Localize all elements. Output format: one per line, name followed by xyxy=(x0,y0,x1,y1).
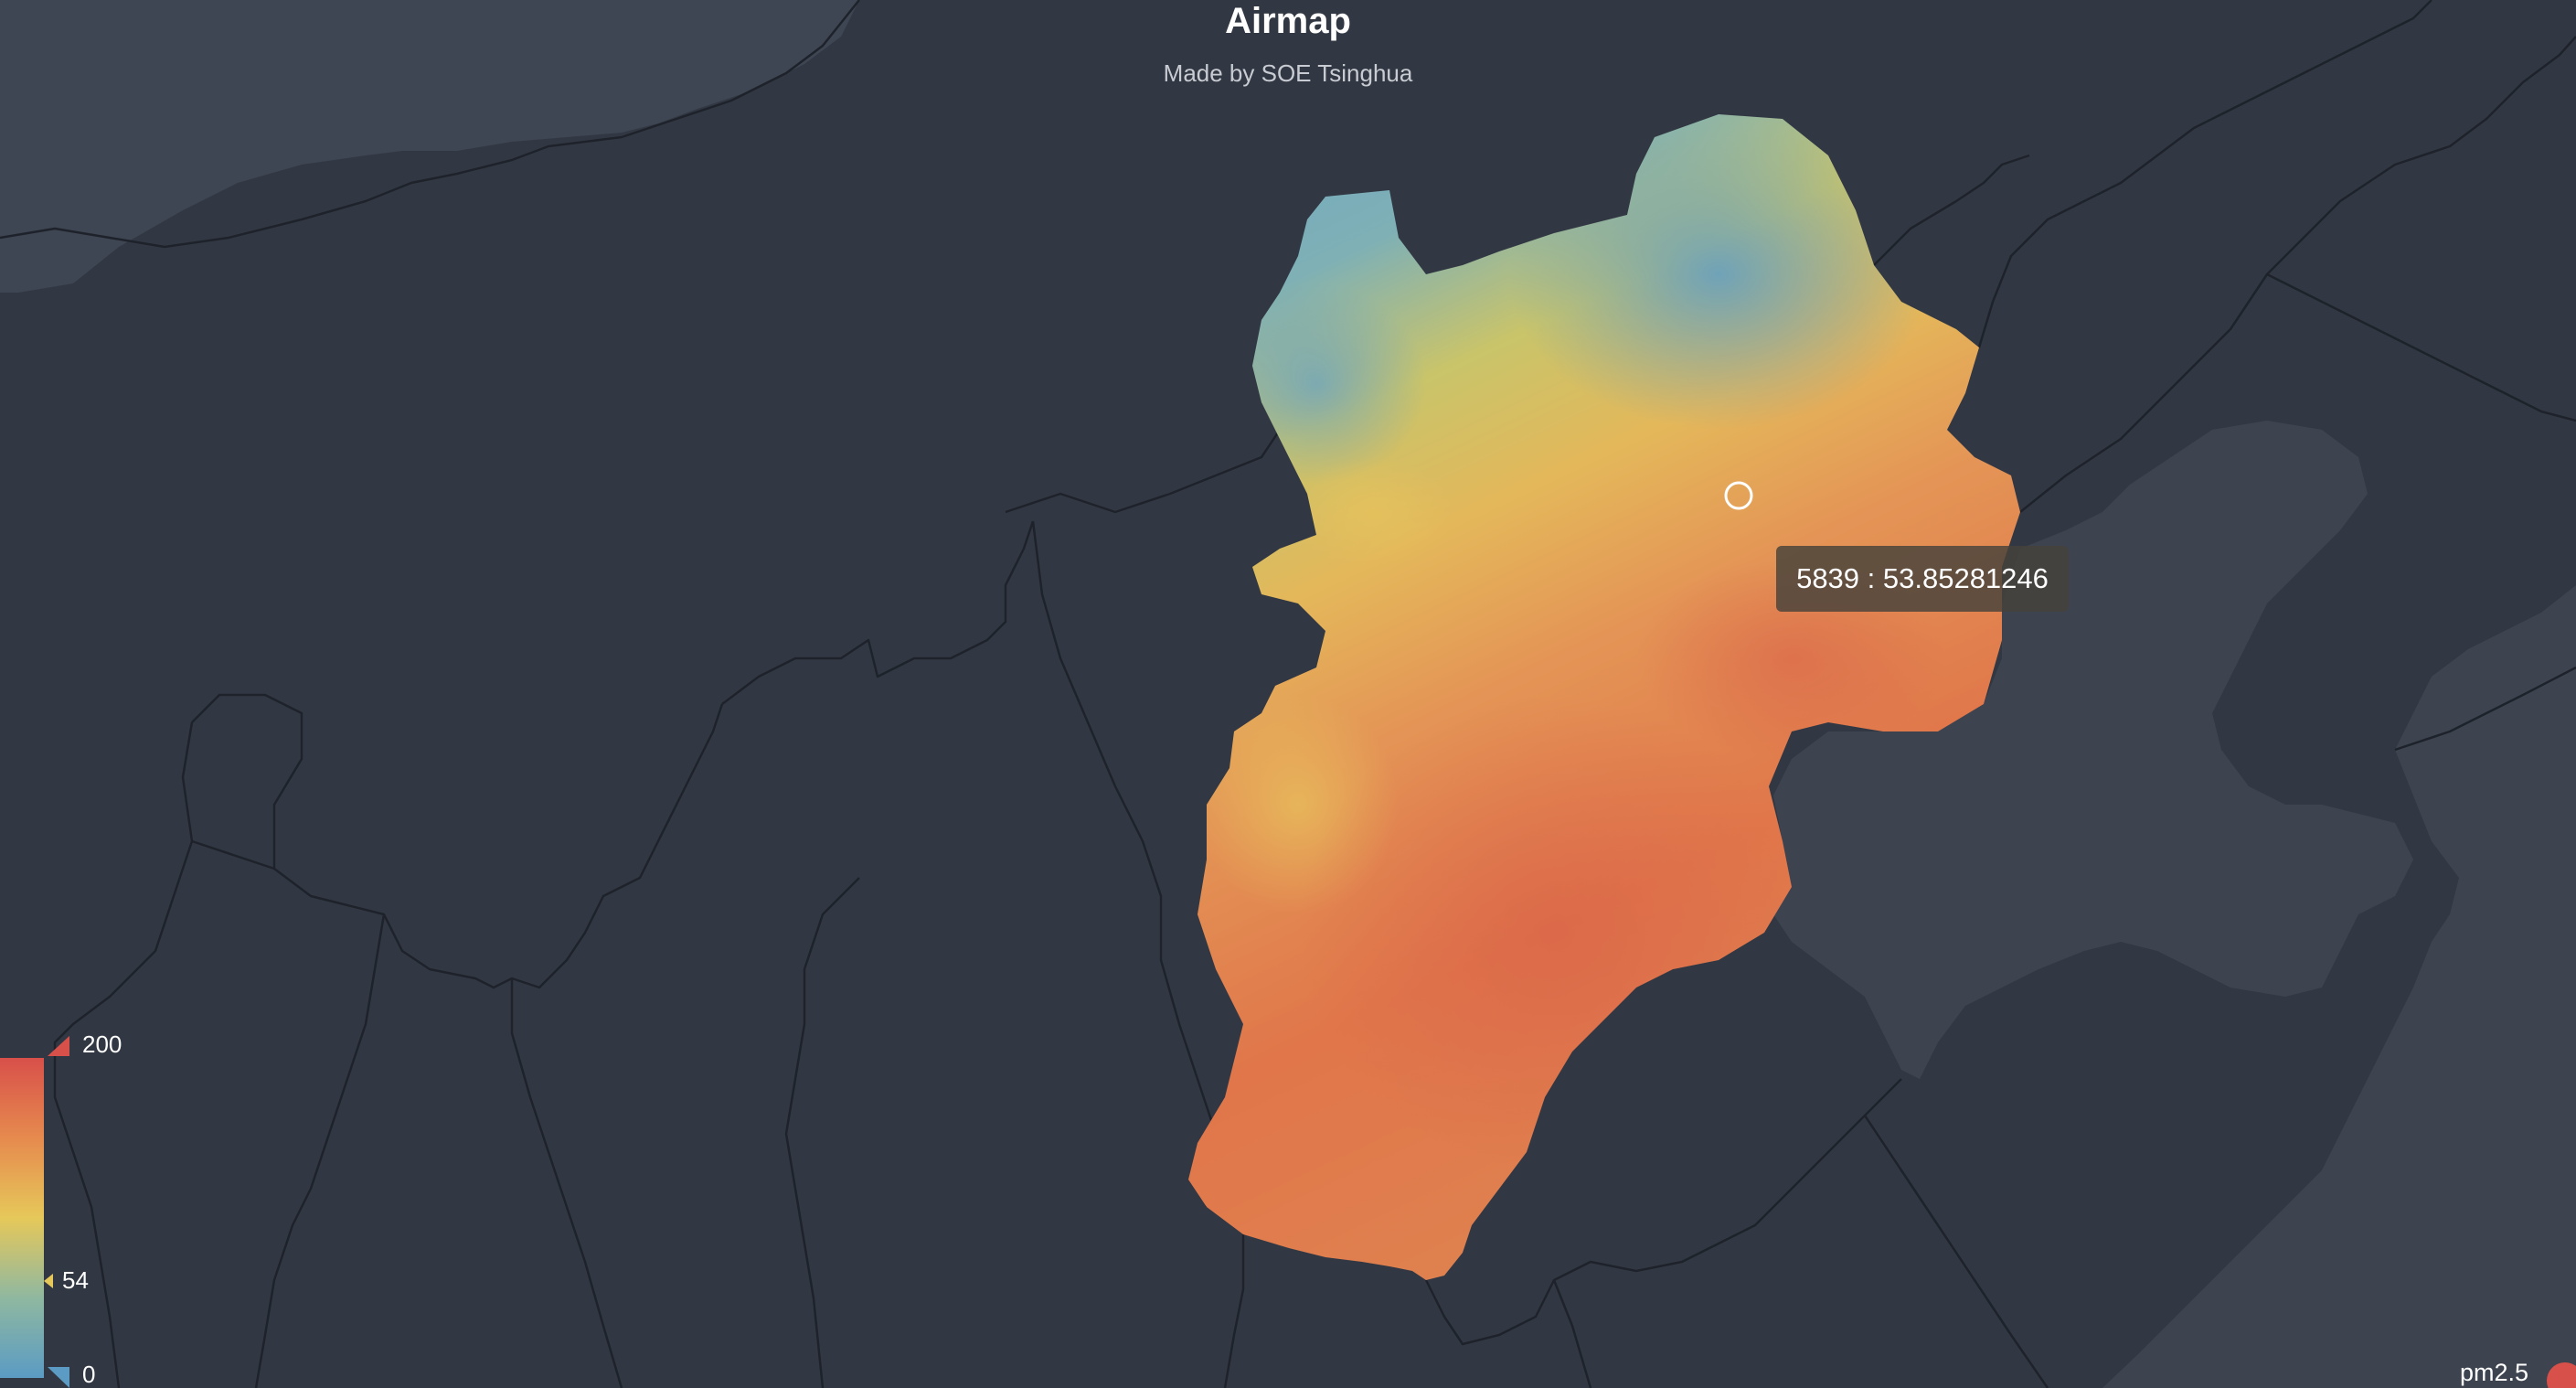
chart-title: Airmap xyxy=(1225,1,1351,41)
hover-marker xyxy=(1724,481,1753,510)
visual-map-min-label: 0 xyxy=(82,1361,96,1388)
chart-subtitle: Made by SOE Tsinghua xyxy=(1163,59,1413,87)
visual-map-current-label: 54 xyxy=(62,1266,89,1294)
map-tooltip: 5839 : 53.85281246 xyxy=(1776,546,2069,612)
visual-map-max-label: 200 xyxy=(82,1030,122,1058)
visual-map-current-handle xyxy=(44,1274,53,1288)
legend-label-pm25[interactable]: pm2.5 xyxy=(2459,1359,2528,1386)
pm25-heat-region xyxy=(1188,114,2020,1280)
visual-map-bar xyxy=(0,1058,44,1378)
sea-northwest xyxy=(0,0,859,293)
sea-bohai xyxy=(1769,421,2413,1079)
visual-map-graphic[interactable] xyxy=(0,1029,146,1388)
visual-map-max-handle xyxy=(48,1036,69,1056)
legend-dot-icon[interactable] xyxy=(2547,1362,2576,1388)
series-legend[interactable]: pm2.5 xyxy=(2393,1351,2576,1388)
visual-map-min-handle xyxy=(48,1367,69,1388)
visual-map-scale[interactable]: 200 54 0 xyxy=(0,1029,146,1388)
sea-yellow-sea xyxy=(2102,585,2576,1388)
